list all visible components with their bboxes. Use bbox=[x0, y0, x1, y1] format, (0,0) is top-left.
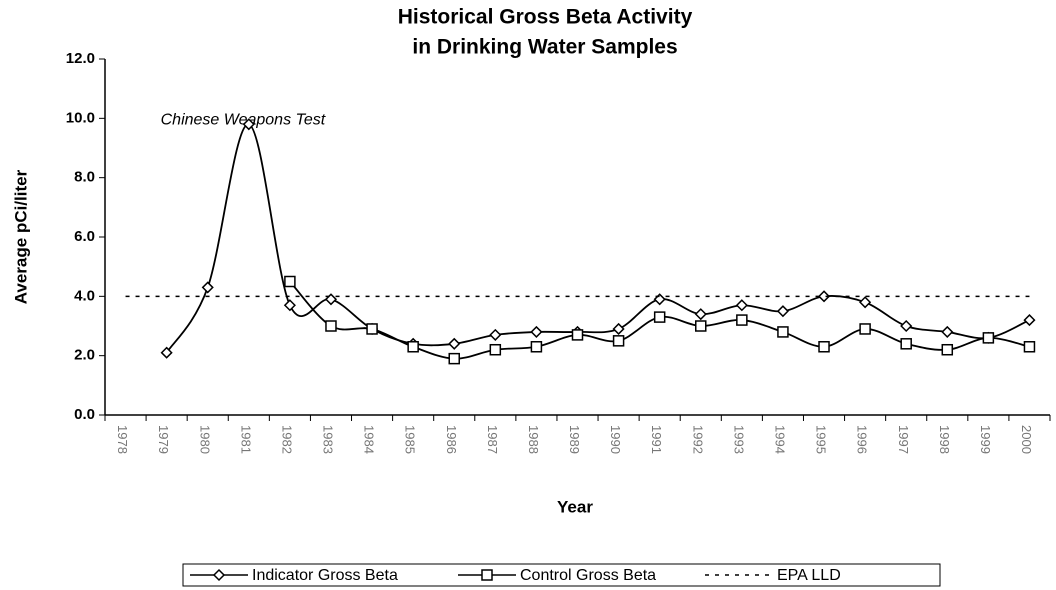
legend-label: Control Gross Beta bbox=[520, 567, 656, 584]
x-tick-label: 1996 bbox=[855, 425, 870, 454]
marker bbox=[777, 326, 789, 338]
marker bbox=[325, 320, 337, 332]
marker bbox=[366, 323, 378, 335]
series-line bbox=[165, 123, 1030, 354]
x-tick-label: 1991 bbox=[649, 425, 664, 454]
y-tick-label: 2.0 bbox=[74, 347, 95, 364]
y-axis-label: Average pCi/liter bbox=[11, 169, 30, 304]
y-tick-label: 8.0 bbox=[74, 169, 95, 186]
marker bbox=[695, 320, 707, 332]
marker bbox=[735, 299, 748, 312]
x-tick-label: 1978 bbox=[115, 425, 130, 454]
x-tick-label: 1984 bbox=[362, 425, 377, 454]
y-tick-label: 10.0 bbox=[66, 109, 95, 126]
x-tick-label: 1992 bbox=[690, 425, 705, 454]
x-tick-label: 1993 bbox=[731, 425, 746, 454]
x-tick-label: 1988 bbox=[526, 425, 541, 454]
marker bbox=[859, 296, 872, 309]
marker bbox=[817, 290, 831, 303]
x-tick-label: 1998 bbox=[937, 425, 952, 454]
x-tick-label: 2000 bbox=[1019, 425, 1034, 454]
x-tick-label: 1989 bbox=[567, 425, 582, 454]
chart-title: Historical Gross Beta Activity bbox=[398, 6, 693, 29]
x-tick-label: 1980 bbox=[197, 425, 212, 454]
marker bbox=[694, 308, 707, 321]
x-tick-label: 1985 bbox=[403, 425, 418, 454]
x-tick-label: 1995 bbox=[814, 425, 829, 454]
marker bbox=[160, 346, 173, 359]
marker bbox=[818, 341, 830, 353]
x-tick-label: 1982 bbox=[279, 425, 294, 454]
marker bbox=[489, 328, 502, 341]
marker bbox=[530, 341, 543, 353]
x-tick-label: 1979 bbox=[156, 425, 171, 454]
x-tick-label: 1987 bbox=[485, 425, 500, 454]
marker bbox=[448, 337, 461, 350]
legend-box bbox=[182, 563, 941, 587]
x-tick-label: 1990 bbox=[608, 425, 623, 454]
marker bbox=[212, 568, 226, 582]
y-tick-label: 4.0 bbox=[74, 287, 95, 304]
marker bbox=[283, 299, 296, 312]
marker bbox=[284, 275, 296, 288]
y-tick-label: 6.0 bbox=[74, 228, 95, 245]
marker bbox=[407, 341, 419, 353]
legend-label: Indicator Gross Beta bbox=[252, 567, 398, 584]
x-tick-label: 1981 bbox=[238, 425, 253, 454]
marker bbox=[900, 338, 912, 350]
marker bbox=[530, 325, 543, 338]
legend-label: EPA LLD bbox=[777, 567, 841, 584]
x-tick-label: 1986 bbox=[444, 425, 459, 454]
chart-title: in Drinking Water Samples bbox=[412, 36, 677, 59]
marker bbox=[1023, 341, 1036, 353]
marker bbox=[612, 335, 625, 347]
x-tick-label: 1999 bbox=[978, 425, 993, 454]
marker bbox=[448, 352, 460, 365]
y-tick-label: 12.0 bbox=[66, 50, 95, 67]
marker bbox=[1023, 314, 1036, 327]
x-tick-label: 1997 bbox=[896, 425, 911, 454]
marker bbox=[653, 311, 666, 323]
marker bbox=[201, 281, 214, 294]
marker bbox=[941, 343, 954, 356]
x-tick-label: 1983 bbox=[321, 425, 336, 454]
marker bbox=[776, 305, 789, 318]
marker bbox=[489, 343, 502, 356]
marker bbox=[324, 293, 338, 306]
marker bbox=[859, 323, 871, 335]
marker bbox=[242, 118, 255, 131]
annotation: Chinese Weapons Test bbox=[161, 112, 326, 129]
marker bbox=[571, 329, 584, 341]
marker bbox=[481, 569, 493, 581]
marker bbox=[612, 322, 625, 336]
marker bbox=[736, 314, 748, 326]
marker bbox=[900, 319, 913, 333]
x-tick-label: 1994 bbox=[772, 425, 787, 454]
marker bbox=[982, 332, 995, 344]
x-axis-label: Year bbox=[557, 497, 593, 516]
marker bbox=[941, 325, 954, 338]
y-tick-label: 0.0 bbox=[74, 406, 95, 423]
